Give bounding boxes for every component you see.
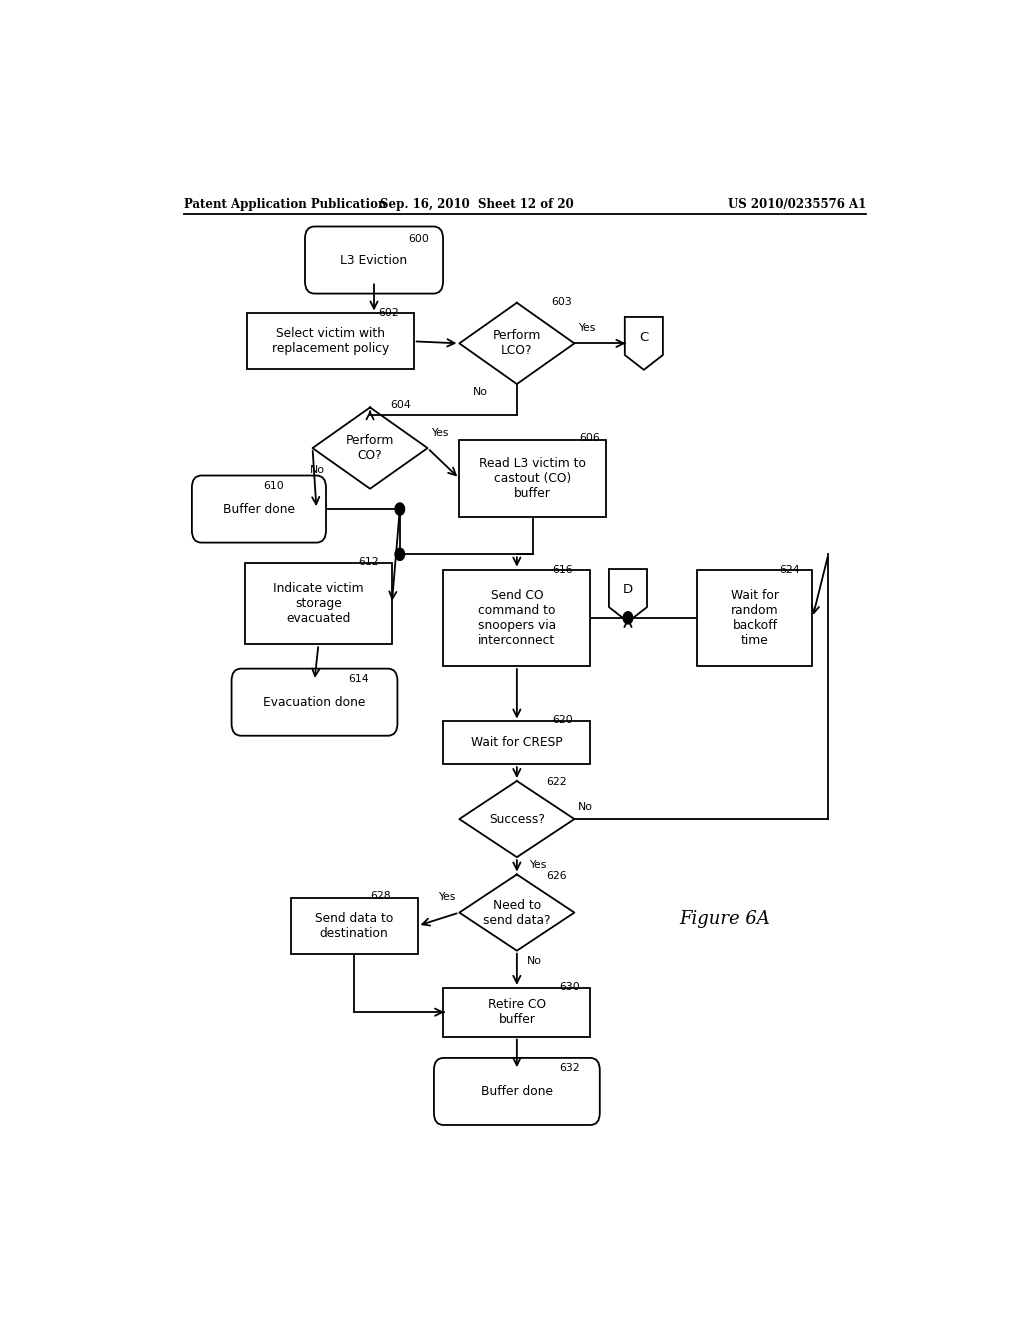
Text: Need to
send data?: Need to send data? [483,899,551,927]
Text: Wait for
random
backoff
time: Wait for random backoff time [731,589,779,647]
Text: 616: 616 [553,565,573,576]
Text: Success?: Success? [488,813,545,825]
Text: US 2010/0235576 A1: US 2010/0235576 A1 [728,198,866,211]
FancyBboxPatch shape [460,441,606,516]
Text: No: No [526,956,542,966]
Text: 606: 606 [579,433,599,444]
Polygon shape [460,874,574,950]
FancyBboxPatch shape [245,562,392,644]
FancyBboxPatch shape [443,987,590,1036]
Text: L3 Eviction: L3 Eviction [340,253,408,267]
Text: 620: 620 [553,714,573,725]
Text: 628: 628 [370,891,391,902]
Polygon shape [312,408,428,488]
Polygon shape [609,569,647,622]
FancyBboxPatch shape [443,722,590,764]
Text: Perform
CO?: Perform CO? [346,434,394,462]
Text: Yes: Yes [438,892,456,903]
FancyBboxPatch shape [191,475,326,543]
Text: Read L3 victim to
castout (CO)
buffer: Read L3 victim to castout (CO) buffer [479,457,586,500]
Polygon shape [460,302,574,384]
Text: 630: 630 [559,982,580,991]
Text: Yes: Yes [579,323,596,333]
Circle shape [395,503,404,515]
Text: 610: 610 [263,480,284,491]
FancyBboxPatch shape [247,313,414,370]
Text: 600: 600 [409,234,429,244]
Text: Perform
LCO?: Perform LCO? [493,330,541,358]
Polygon shape [460,781,574,857]
Text: Retire CO
buffer: Retire CO buffer [487,998,546,1026]
Text: Evacuation done: Evacuation done [263,696,366,709]
Text: 612: 612 [358,557,379,568]
Text: No: No [310,466,326,475]
Circle shape [624,611,633,624]
Text: Patent Application Publication: Patent Application Publication [183,198,386,211]
Text: No: No [473,387,488,397]
Text: No: No [579,801,593,812]
Circle shape [395,548,404,561]
Text: 602: 602 [378,308,398,318]
FancyBboxPatch shape [434,1057,600,1125]
Text: 632: 632 [559,1063,580,1073]
Text: Figure 6A: Figure 6A [680,909,770,928]
FancyBboxPatch shape [291,898,418,954]
FancyBboxPatch shape [305,227,443,293]
Text: Yes: Yes [528,861,546,870]
Text: 622: 622 [546,776,567,787]
Text: Wait for CRESP: Wait for CRESP [471,737,562,750]
Text: 603: 603 [551,297,571,306]
Polygon shape [625,317,663,370]
FancyBboxPatch shape [443,569,590,667]
Text: 614: 614 [348,675,370,684]
Text: Select victim with
replacement policy: Select victim with replacement policy [271,327,389,355]
Text: Sep. 16, 2010  Sheet 12 of 20: Sep. 16, 2010 Sheet 12 of 20 [380,198,574,211]
Text: 604: 604 [390,400,411,411]
Text: Indicate victim
storage
evacuated: Indicate victim storage evacuated [273,582,364,626]
Text: 624: 624 [778,565,800,576]
FancyBboxPatch shape [697,569,812,667]
Text: Buffer done: Buffer done [223,503,295,516]
Text: Send data to
destination: Send data to destination [315,912,393,940]
Text: Buffer done: Buffer done [481,1085,553,1098]
Text: D: D [623,583,633,595]
Text: Send CO
command to
snoopers via
interconnect: Send CO command to snoopers via intercon… [478,589,556,647]
Text: C: C [639,331,648,343]
Text: Yes: Yes [431,428,449,438]
Text: 626: 626 [546,871,567,880]
FancyBboxPatch shape [231,669,397,735]
